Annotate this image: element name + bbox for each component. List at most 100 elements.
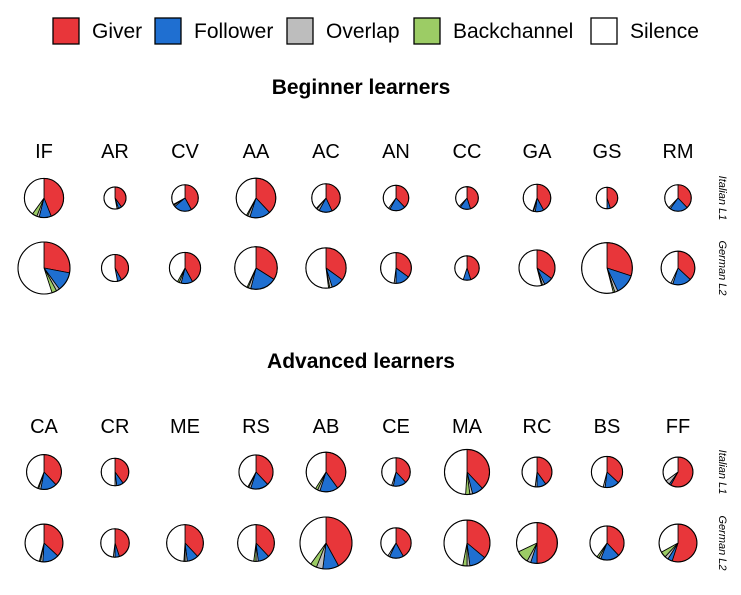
pie-rm-german-l2 [660,250,696,286]
pie-rc-german-l2-slice-giver [536,522,558,564]
pie-gs-german-l2-outline [581,242,633,294]
pie-cr-italian-l1-slice-silence [100,457,116,487]
legend-label-follower: Follower [194,20,273,43]
pie-cr-german-l2 [100,528,130,558]
legend-swatch-giver [52,17,80,45]
pie-rc-german-l2-outline [515,521,559,565]
legend-swatch-silence [590,17,618,45]
pie-ce-italian-l1 [381,457,411,487]
pie-if-german-l2 [17,241,71,295]
pie-me-german-l2-outline [166,524,204,562]
pie-me-german-l2-slice-silence [166,524,186,562]
pie-if-german-l2-outline [17,241,71,295]
column-label-rc: RC [523,416,552,438]
pie-ca-italian-l1 [26,454,62,490]
column-label-me: ME [170,416,200,438]
pie-cr-italian-l1-outline [100,457,130,487]
pie-cv-german-l2 [168,251,202,285]
pie-ar-italian-l1-slice-silence [103,186,118,210]
pie-me-german-l2 [166,524,204,562]
pie-ca-italian-l1-outline [26,454,62,490]
pie-ar-italian-l1 [103,186,127,210]
pie-ga-italian-l1-outline [522,183,552,213]
column-label-ar: AR [101,141,129,163]
pie-rs-german-l2-outline [237,524,275,562]
pie-aa-german-l2 [234,246,278,290]
pie-ce-german-l2-outline [380,527,412,559]
legend-swatch-follower [154,17,182,45]
legend-label-overlap: Overlap [326,20,400,43]
pie-ac-italian-l1 [311,183,341,213]
column-label-ab: AB [313,416,340,438]
pie-bs-italian-l1-outline [590,455,624,489]
pie-ab-german-l2 [299,516,353,570]
row-label-german-l2: German L2 [716,515,728,570]
panel-advanced-learners: Advanced learners CA CR ME RS AB CE MA RC BS FF Ita… [24,350,728,571]
pie-rs-german-l2 [237,524,275,562]
pie-gs-german-l2 [581,242,633,294]
pie-cc-german-l2 [454,255,480,281]
legend-swatch-backchannel [413,17,441,45]
pie-an-german-l2-outline [380,252,412,284]
pie-ff-italian-l1-outline [662,456,694,488]
pie-aa-german-l2-outline [234,246,278,290]
pie-bs-italian-l1-slice-silence [591,456,608,488]
pie-rc-german-l2 [515,521,559,565]
column-label-ce: CE [382,416,410,438]
pie-ff-german-l2-outline [658,523,698,563]
pie-rm-german-l2-outline [660,250,696,286]
column-label-ga: GA [523,141,553,163]
pie-ab-italian-l1 [305,451,347,493]
pie-cv-german-l2-outline [168,251,202,285]
row-label-german-l2: German L2 [716,240,728,295]
pie-bs-german-l2 [589,525,625,561]
pie-ar-german-l2-outline [100,253,130,283]
pie-ac-german-l2-slice-silence [305,247,329,289]
pie-ac-german-l2 [305,247,347,289]
column-label-aa: AA [243,141,270,163]
row-label-italian-l1: Italian L1 [716,176,728,221]
pie-ar-italian-l1-outline [103,186,127,210]
pie-cr-german-l2-slice-silence [100,528,116,558]
pie-aa-italian-l1 [235,177,277,219]
pie-rc-italian-l1-outline [521,456,553,488]
pie-rs-german-l2-slice-silence [237,524,257,562]
pie-rc-italian-l1 [521,456,553,488]
pie-ma-italian-l1 [443,448,491,496]
pie-ac-italian-l1-outline [311,183,341,213]
pie-cv-italian-l1-outline [171,184,199,212]
pie-ga-italian-l1 [522,183,552,213]
column-label-ac: AC [312,141,340,163]
column-label-cv: CV [171,141,199,163]
pie-ff-italian-l1 [662,456,694,488]
pie-ce-italian-l1-outline [381,457,411,487]
pie-rm-italian-l1-outline [664,184,692,212]
row-label-italian-l1: Italian L1 [716,450,728,495]
pie-ma-italian-l1-slice-silence [444,449,468,495]
column-label-ff: FF [666,416,690,438]
pie-ga-german-l2-outline [518,249,556,287]
pie-an-german-l2-slice-silence [380,252,397,284]
legend: Giver Follower Overlap Backchannel Silence [52,17,699,45]
panel-title: Advanced learners [267,350,455,373]
pie-ar-german-l2-slice-silence [101,254,118,282]
pie-bs-german-l2-outline [589,525,625,561]
pie-rs-italian-l1-outline [238,454,274,490]
pie-if-italian-l1-outline [23,177,65,219]
pie-ff-german-l2 [658,523,698,563]
pie-if-italian-l1 [23,177,65,219]
pie-bs-italian-l1 [590,455,624,489]
pie-cc-italian-l1-outline [455,186,479,210]
legend-label-silence: Silence [630,20,699,43]
chart-panels: Beginner learners IF AR CV AA AC AN CC GA GS RM Ita… [17,76,728,571]
column-label-ma: MA [452,416,483,438]
pie-gs-italian-l1 [595,186,619,210]
pie-an-german-l2 [380,252,412,284]
legend-swatch-overlap [286,17,314,45]
column-label-ca: CA [30,416,58,438]
pie-ga-german-l2 [518,249,556,287]
pie-cr-italian-l1 [100,457,130,487]
pie-ca-german-l2-outline [24,523,64,563]
panel-beginner-learners: Beginner learners IF AR CV AA AC AN CC GA GS RM Ita… [17,76,728,296]
column-label-cr: CR [101,416,130,438]
